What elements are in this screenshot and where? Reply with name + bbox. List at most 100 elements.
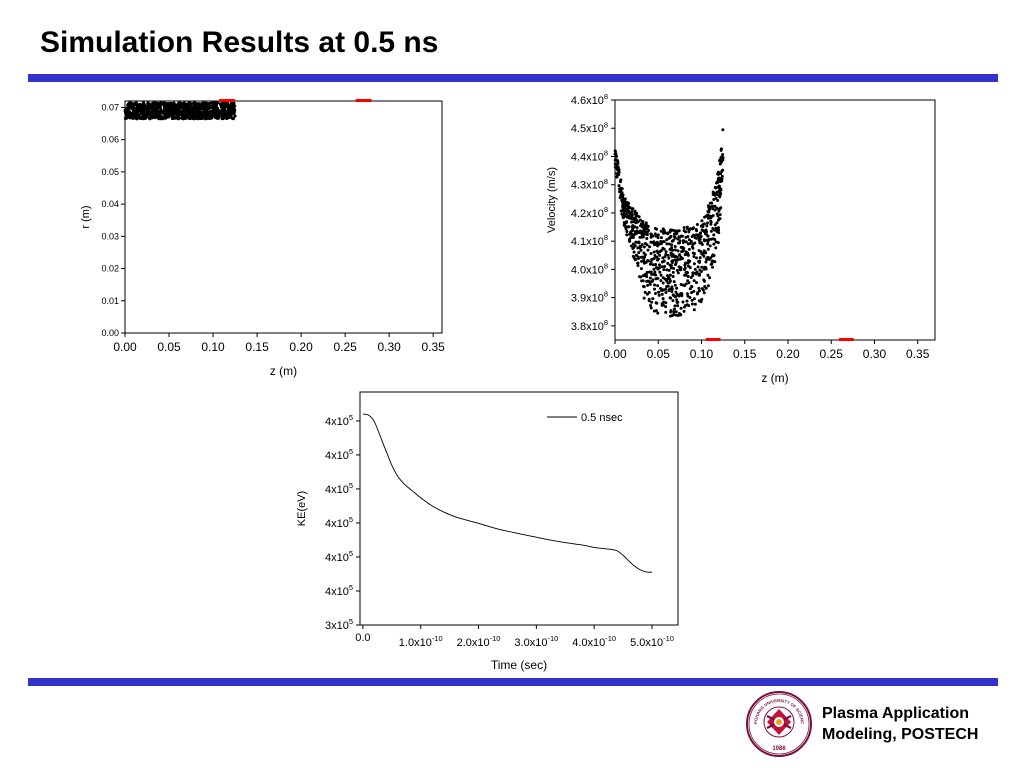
footer-line-1: Plasma Application — [822, 705, 969, 722]
data-point — [717, 228, 721, 232]
data-point — [678, 257, 682, 261]
data-point — [709, 229, 713, 233]
data-point — [683, 273, 687, 277]
data-point — [633, 217, 637, 221]
data-point — [622, 210, 626, 214]
chart-velocity-vs-z: 0.00 0.05 0.10 0.15 0.20 0.25 0.30 0.35 3.8x108 3… — [546, 92, 936, 385]
data-point — [714, 226, 718, 230]
data-point — [634, 257, 638, 261]
data-point — [690, 245, 694, 249]
data-point — [694, 233, 698, 237]
y-tick-label: 4.6x108 — [571, 92, 608, 107]
data-point — [210, 104, 215, 108]
data-point — [699, 231, 703, 235]
data-point — [650, 258, 654, 262]
data-point — [628, 232, 632, 236]
data-point — [678, 313, 682, 317]
data-point — [676, 271, 680, 275]
data-point — [670, 246, 674, 250]
data-point — [233, 114, 237, 118]
data-point — [680, 256, 684, 260]
data-point — [184, 108, 188, 112]
x-tick-label: 4.0x10-10 — [572, 634, 616, 649]
data-point — [721, 128, 725, 132]
data-point — [659, 236, 663, 240]
x-tick-label: 0.25 — [820, 347, 844, 361]
data-point — [714, 186, 718, 190]
data-point — [175, 112, 179, 116]
data-point — [650, 279, 654, 283]
data-point — [696, 265, 700, 269]
data-point — [210, 114, 214, 119]
plot-frame — [124, 100, 443, 334]
x-tick-label: 0.15 — [245, 340, 269, 354]
data-point — [148, 103, 152, 108]
data-point — [680, 234, 684, 238]
data-point — [674, 229, 678, 233]
data-point — [630, 216, 634, 220]
data-point — [661, 303, 665, 307]
data-point — [681, 240, 685, 244]
data-point — [692, 308, 696, 312]
data-point — [642, 296, 646, 300]
data-point — [688, 287, 692, 291]
data-point — [635, 226, 639, 230]
data-point — [195, 116, 199, 120]
x-tick-label: 0.25 — [333, 340, 357, 354]
data-point — [632, 250, 636, 254]
data-point — [652, 309, 656, 313]
data-point — [172, 102, 176, 107]
data-point — [671, 248, 675, 252]
data-point — [673, 295, 677, 299]
data-point — [648, 245, 652, 249]
data-point — [669, 309, 673, 313]
data-point — [213, 115, 218, 119]
data-point — [671, 299, 675, 303]
data-point — [674, 290, 678, 294]
data-point — [685, 299, 689, 303]
data-point — [703, 279, 707, 283]
red-marker — [839, 338, 854, 341]
data-point — [650, 300, 654, 304]
y-tick-label: 0.00 — [101, 328, 119, 338]
data-point — [673, 258, 677, 262]
data-point — [717, 176, 721, 180]
data-point — [660, 265, 664, 269]
data-point — [656, 251, 660, 255]
data-point — [653, 287, 657, 291]
data-point — [714, 196, 718, 200]
data-point — [171, 115, 175, 119]
data-point — [686, 261, 690, 265]
red-marker — [219, 99, 236, 102]
data-point — [668, 235, 672, 239]
data-point — [623, 197, 627, 201]
data-point — [665, 285, 669, 289]
x-tick-label: 0.00 — [113, 340, 137, 354]
data-point — [701, 225, 705, 229]
data-point — [125, 112, 129, 116]
data-point — [138, 103, 142, 107]
data-point — [693, 267, 697, 271]
y-tick-label: 4x105 — [325, 481, 353, 496]
data-point — [231, 111, 236, 116]
data-point — [169, 104, 174, 109]
data-point — [711, 226, 715, 230]
plot-frame — [614, 99, 936, 341]
data-point — [687, 247, 691, 251]
data-point — [621, 193, 625, 197]
data-point — [195, 106, 199, 110]
y-tick-label: 3.8x108 — [571, 318, 608, 333]
data-point — [670, 239, 674, 243]
data-point — [230, 107, 234, 111]
data-point — [674, 310, 678, 314]
data-point — [686, 242, 690, 246]
data-point — [694, 281, 698, 285]
data-point — [631, 226, 635, 230]
data-point — [187, 112, 191, 117]
data-point — [613, 149, 617, 153]
data-point — [680, 250, 684, 254]
y-tick-label: 0.04 — [101, 199, 119, 209]
data-point — [664, 278, 668, 282]
data-point — [674, 260, 678, 264]
data-point — [131, 114, 135, 118]
